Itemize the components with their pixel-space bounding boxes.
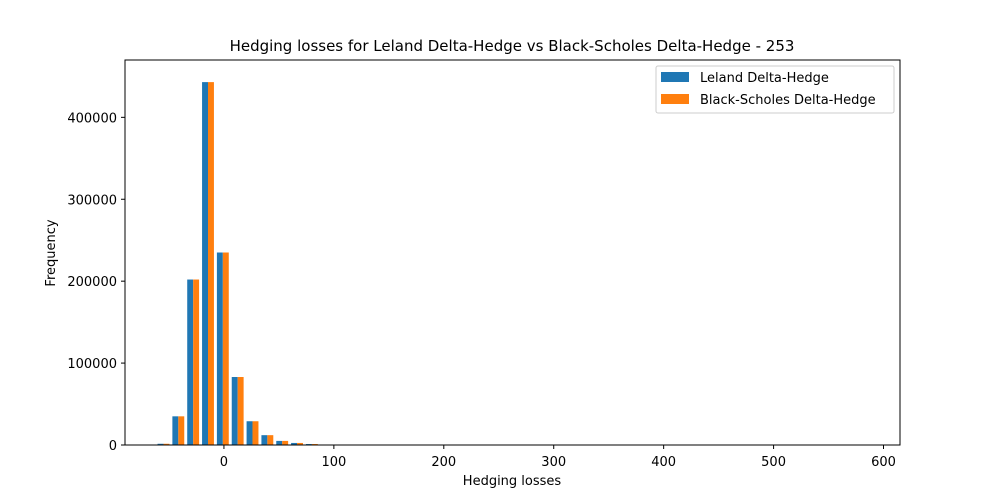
- y-tick-label: 200000: [67, 275, 117, 290]
- x-axis-label: Hedging losses: [463, 474, 562, 489]
- bar-leland-5: [231, 377, 238, 445]
- y-axis-ticks: 0 100000 200000 300000 400000: [67, 111, 125, 454]
- bar-leland-0: [157, 443, 164, 445]
- bar-leland-6: [246, 421, 253, 445]
- bars-group: [157, 82, 333, 446]
- bar-black-scholes-2: [193, 279, 200, 445]
- x-tick-label: 600: [871, 455, 896, 470]
- legend-label-black-scholes: Black-Scholes Delta-Hedge: [700, 93, 876, 108]
- bar-leland-1: [172, 416, 179, 445]
- y-tick-label: 400000: [67, 111, 117, 126]
- bar-leland-8: [276, 440, 283, 445]
- bar-black-scholes-0: [163, 443, 170, 445]
- bar-black-scholes-8: [282, 440, 289, 445]
- x-tick-label: 200: [431, 455, 456, 470]
- y-tick-label: 0: [109, 439, 117, 454]
- legend-swatch-black-scholes: [661, 94, 689, 104]
- bar-leland-3: [202, 82, 208, 446]
- bar-leland-2: [187, 279, 194, 445]
- x-tick-label: 100: [321, 455, 346, 470]
- legend-label-leland: Leland Delta-Hedge: [700, 71, 829, 86]
- bar-leland-7: [261, 435, 268, 445]
- legend-swatch-leland: [661, 72, 689, 82]
- legend-box: [655, 65, 895, 114]
- y-tick-label: 300000: [67, 193, 117, 208]
- x-tick-label: 400: [651, 455, 676, 470]
- plot-frame: [124, 59, 901, 446]
- bar-leland-9: [291, 442, 298, 445]
- bar-black-scholes-5: [237, 377, 244, 445]
- bar-leland-4: [216, 252, 223, 445]
- bar-black-scholes-9: [297, 442, 303, 445]
- bar-black-scholes-3: [207, 82, 214, 446]
- y-tick-label: 100000: [67, 357, 117, 372]
- x-tick-label: 300: [541, 455, 566, 470]
- bar-black-scholes-7: [267, 435, 274, 445]
- x-axis-ticks: 0 100 200 300 400 500 600: [220, 445, 896, 470]
- bar-black-scholes-1: [178, 416, 185, 445]
- chart-title: Hedging losses for Leland Delta-Hedge vs…: [230, 37, 795, 55]
- bar-black-scholes-6: [252, 421, 259, 445]
- y-axis-label: Frequency: [44, 219, 59, 286]
- legend: Leland Delta-Hedge Black-Scholes Delta-H…: [655, 65, 895, 114]
- bar-black-scholes-4: [222, 252, 229, 445]
- x-tick-label: 0: [220, 455, 228, 470]
- x-tick-label: 500: [761, 455, 786, 470]
